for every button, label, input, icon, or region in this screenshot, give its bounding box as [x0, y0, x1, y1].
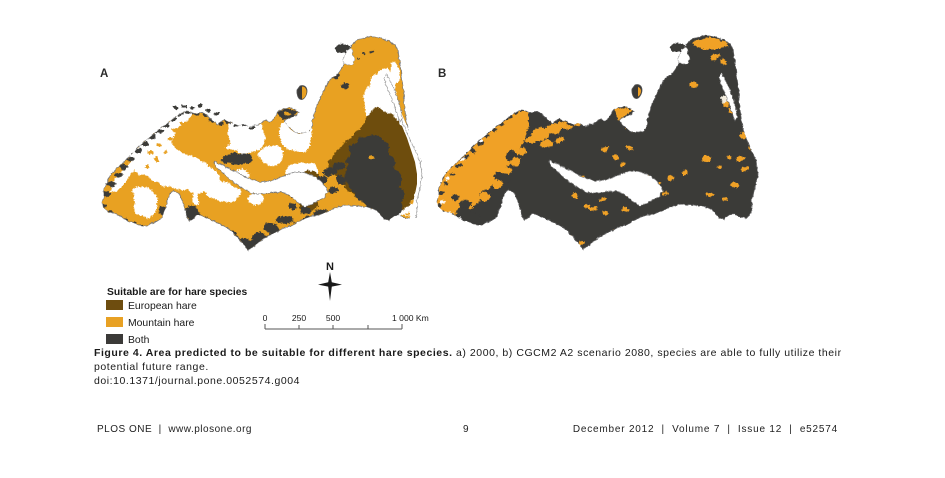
svg-text:Mountain hare: Mountain hare	[128, 318, 195, 329]
svg-text:Suitable are for hare species: Suitable are for hare species	[107, 287, 247, 298]
svg-text:Both: Both	[128, 335, 150, 346]
svg-text:B: B	[438, 68, 446, 80]
svg-text:1 000 Km: 1 000 Km	[392, 313, 429, 323]
svg-text:N: N	[326, 261, 334, 273]
svg-text:0: 0	[263, 313, 268, 323]
svg-text:A: A	[100, 68, 108, 80]
svg-text:250: 250	[292, 313, 307, 323]
svg-text:European hare: European hare	[128, 301, 197, 312]
svg-text:500: 500	[326, 313, 341, 323]
